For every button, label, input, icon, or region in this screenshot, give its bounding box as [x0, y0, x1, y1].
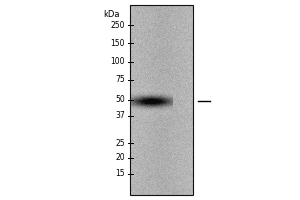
Text: 50: 50 [115, 96, 125, 104]
Text: kDa: kDa [103, 10, 120, 19]
Text: 250: 250 [110, 21, 125, 29]
Bar [130, 5, 193, 195]
Text: 15: 15 [116, 170, 125, 178]
Text: 75: 75 [115, 75, 125, 84]
Text: 20: 20 [116, 154, 125, 162]
Text: 25: 25 [116, 138, 125, 148]
Text: 100: 100 [110, 58, 125, 66]
Text: 150: 150 [110, 38, 125, 47]
Text: 37: 37 [115, 112, 125, 120]
